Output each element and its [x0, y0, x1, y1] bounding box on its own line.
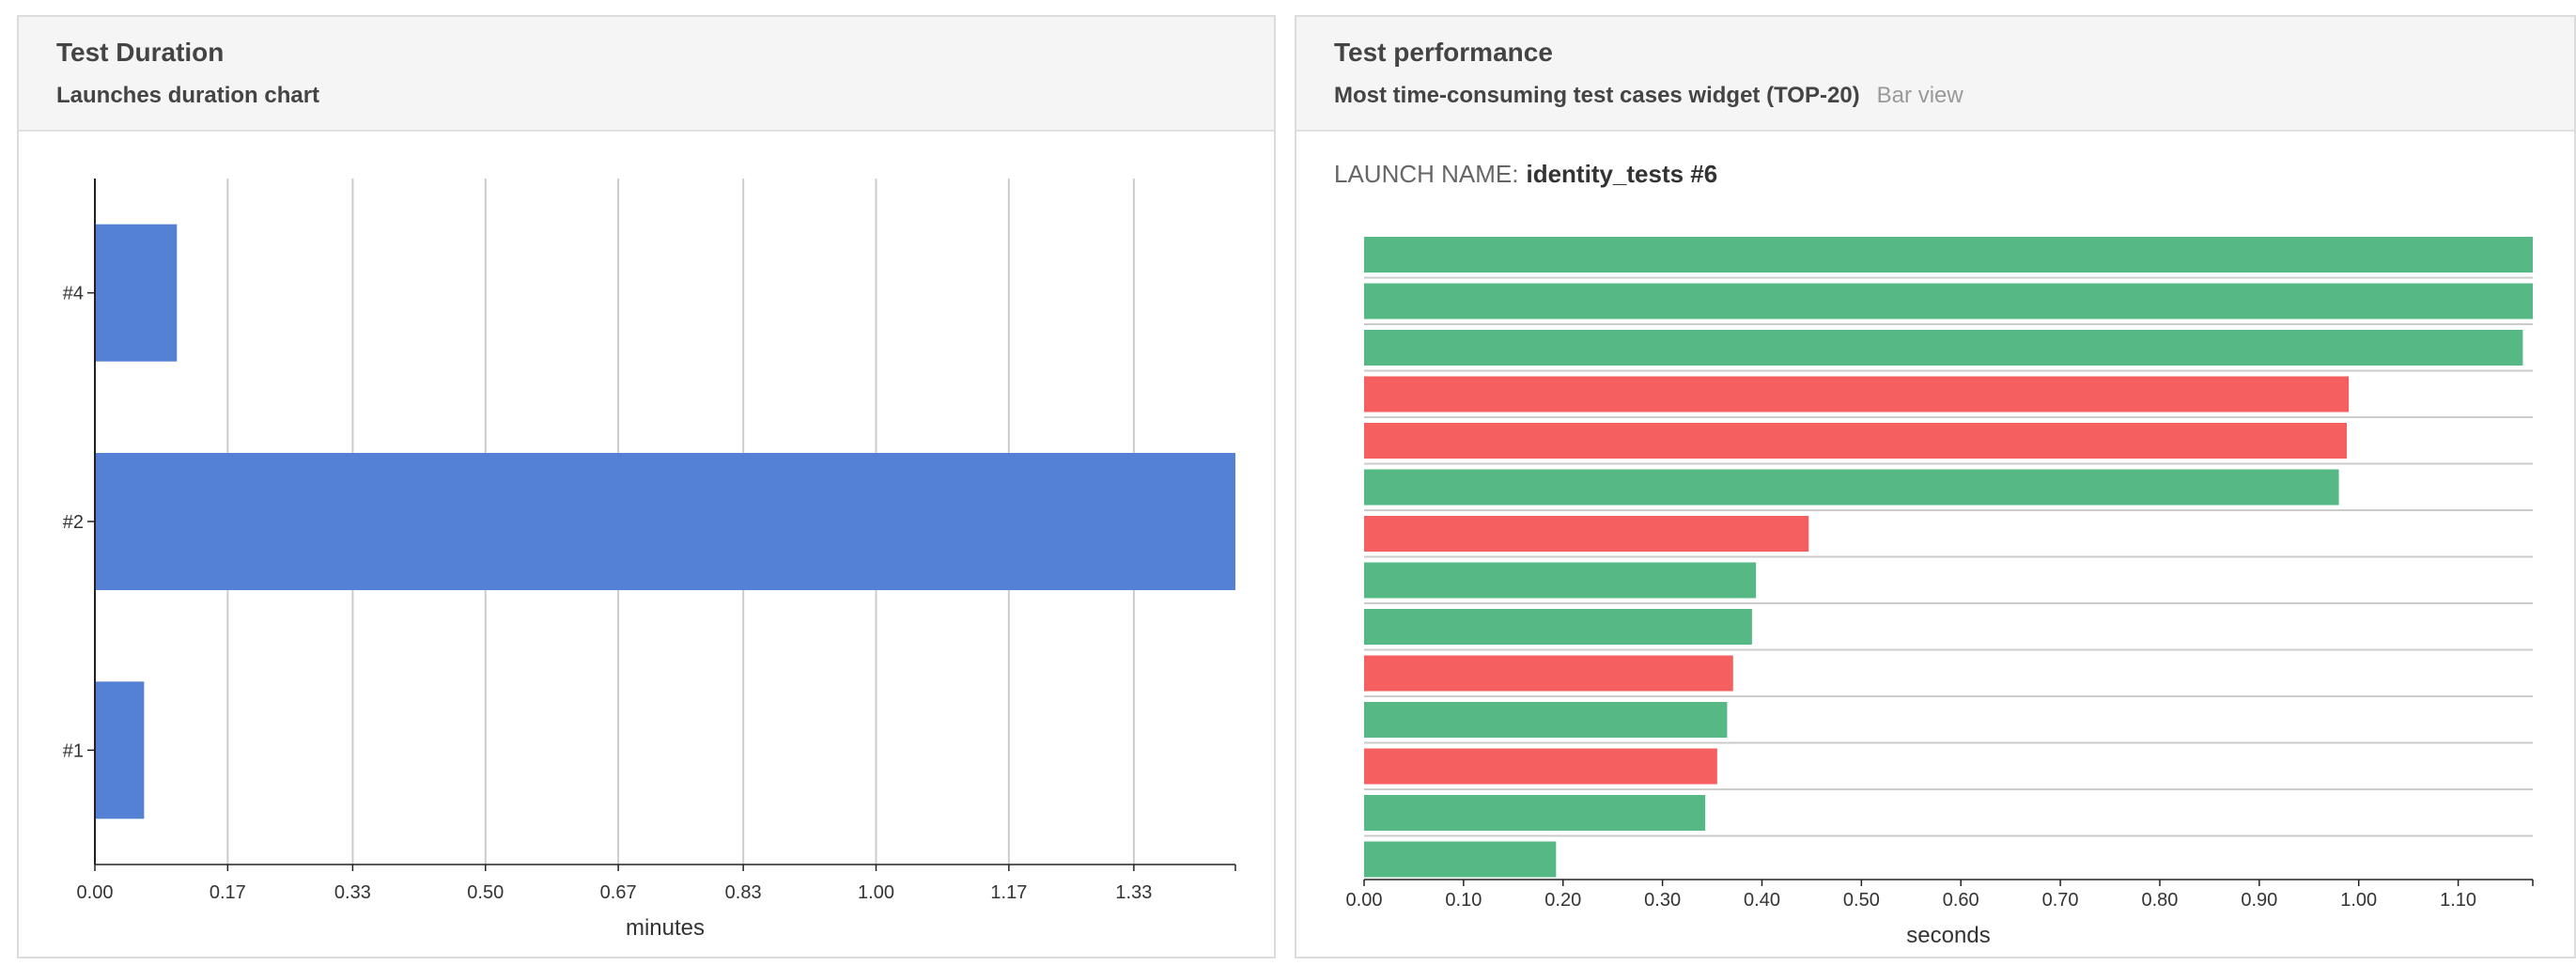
x-tick-label: 0.10 — [1445, 890, 1482, 911]
x-tick-label: 0.00 — [77, 882, 114, 903]
x-tick-label: 0.67 — [600, 882, 637, 903]
test-case-bar — [1364, 795, 1706, 831]
test-case-bar — [1364, 469, 2339, 506]
x-tick-label: 0.30 — [1644, 890, 1681, 911]
test-case-bar — [1364, 655, 1733, 692]
x-tick-label: 0.83 — [725, 882, 762, 903]
launch-name-label: LAUNCH NAME: — [1334, 160, 1519, 188]
widget-subtitle-text: Most time-consuming test cases widget (T… — [1334, 83, 1860, 108]
x-tick-label: 1.33 — [1115, 882, 1152, 903]
y-tick-label: #2 — [63, 512, 84, 533]
widget-header: Test performance Most time-consuming tes… — [1296, 17, 2574, 132]
test-case-bar — [1364, 237, 2533, 273]
test-case-bar — [1364, 562, 1757, 599]
test-case-bar — [1364, 609, 1752, 645]
test-case-bar — [1364, 702, 1728, 738]
duration-bar — [95, 453, 1235, 590]
x-tick-label: 0.90 — [2241, 890, 2277, 911]
widget-title: Test performance — [1334, 38, 1553, 67]
duration-chart: 0.00 0.17 0.33 0.50 0.67 0.83 1.00 1.17 1.33 #4 #2… — [63, 179, 1236, 941]
test-case-bar — [1364, 330, 2523, 366]
x-tick-label: 1.00 — [2340, 890, 2377, 911]
launch-name-value[interactable]: identity_tests #6 — [1526, 160, 1718, 188]
test-case-bar — [1364, 748, 1717, 785]
x-tick-label: 0.17 — [209, 882, 246, 903]
widget-subtitle: Most time-consuming test cases widget (T… — [1334, 83, 1963, 109]
x-tick-label: 0.60 — [1943, 890, 1979, 911]
x-tick-label: 1.10 — [2440, 890, 2476, 911]
x-tick-label: 1.00 — [858, 882, 894, 903]
test-case-bar — [1364, 376, 2350, 413]
x-tick-label: 0.80 — [2142, 890, 2179, 911]
widget-subtitle: Launches duration chart — [56, 83, 320, 108]
x-axis-label: seconds — [1906, 923, 1990, 948]
y-tick-label: #4 — [63, 284, 84, 304]
test-case-bar — [1364, 516, 1809, 552]
x-tick-label: 0.40 — [1744, 890, 1780, 911]
duration-bar — [95, 224, 178, 362]
test-performance-widget: Test performance Most time-consuming tes… — [1295, 15, 2576, 958]
test-case-bar — [1364, 283, 2533, 319]
x-tick-label: 0.33 — [334, 882, 371, 903]
x-axis-label: minutes — [626, 915, 705, 941]
test-case-bar — [1364, 423, 2348, 459]
x-tick-label: 0.70 — [2042, 890, 2079, 911]
x-tick-label: 1.17 — [990, 882, 1027, 903]
y-tick-label: #1 — [63, 740, 84, 761]
performance-chart: 0.00 0.10 0.20 0.30 0.40 0.50 0.60 0.70 0.80 0.90… — [1346, 237, 2534, 948]
duration-bar — [95, 681, 145, 819]
x-tick-label: 0.50 — [1843, 890, 1880, 911]
launch-name-line: LAUNCH NAME: identity_tests #6 — [1334, 160, 1717, 189]
widget-header: Test Duration Launches duration chart — [19, 17, 1274, 132]
test-case-bar — [1364, 841, 1557, 878]
x-tick-label: 0.20 — [1544, 890, 1581, 911]
test-duration-widget: Test Duration Launches duration chart 0.… — [17, 15, 1276, 958]
x-tick-label: 0.00 — [1346, 890, 1383, 911]
widget-title: Test Duration — [56, 38, 225, 67]
x-tick-label: 0.50 — [467, 882, 504, 903]
bar-view-toggle[interactable]: Bar view — [1876, 83, 1963, 108]
